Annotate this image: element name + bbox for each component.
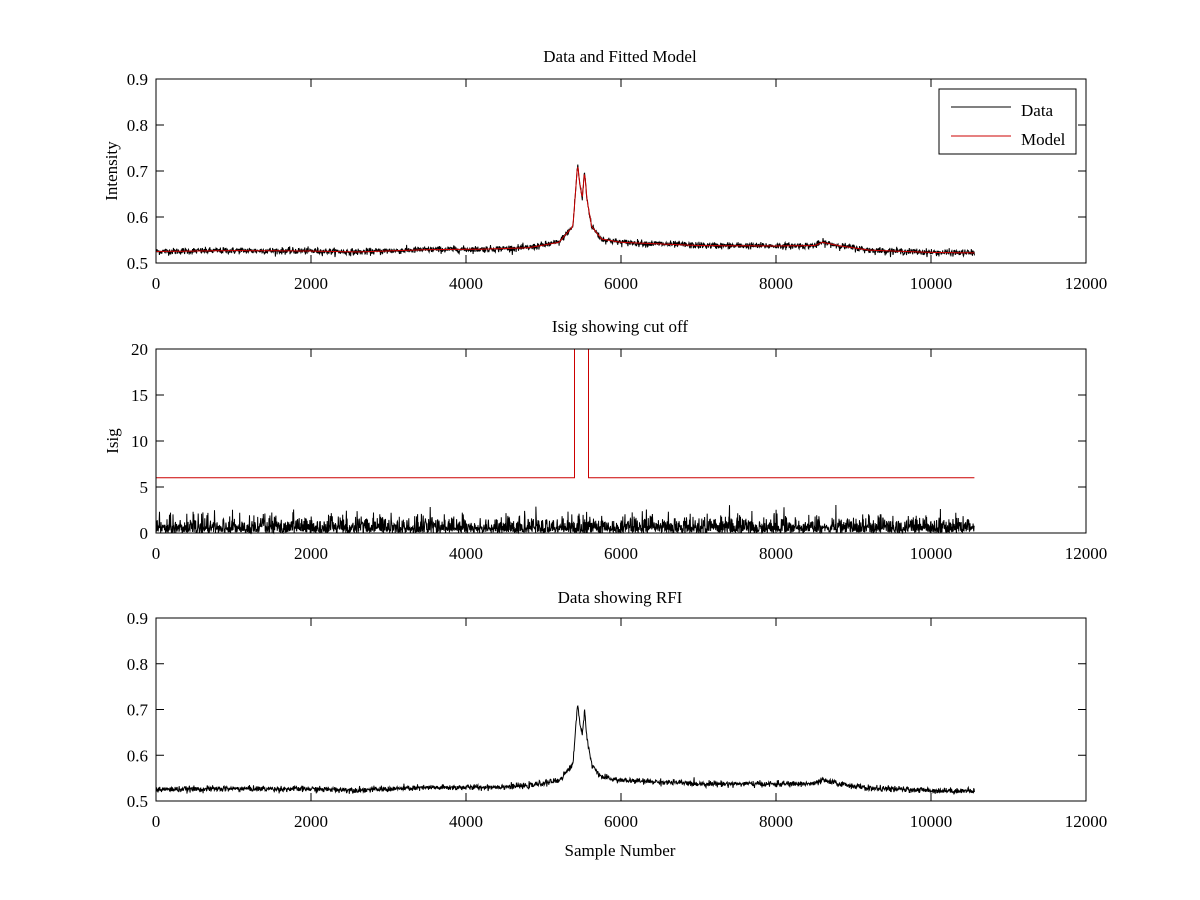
y-tick-label: 10 [131, 432, 148, 451]
legend-box [938, 88, 1077, 155]
y-tick-label: 5 [140, 478, 149, 497]
x-tick-label: 6000 [604, 812, 638, 831]
y-tick-label: 0.7 [127, 701, 149, 720]
y-tick-label: 0.5 [127, 792, 148, 811]
x-tick-label: 6000 [604, 544, 638, 563]
y-tick-label: 0.9 [127, 70, 148, 89]
x-tick-label: 8000 [759, 812, 793, 831]
panel-2-ylabel: Isig [103, 428, 122, 454]
y-tick-label: 0.5 [127, 254, 148, 273]
legend-model-label: Model [1021, 130, 1066, 149]
x-tick-label: 8000 [759, 274, 793, 293]
panel-3: Data showing RFI 0 2000 4000 6000 8000 10000 1… [127, 588, 1108, 860]
panel-3-title: Data showing RFI [558, 588, 683, 607]
x-tick-label: 0 [152, 274, 161, 293]
x-tick-label: 10000 [910, 812, 953, 831]
panel-1-series-model-line [156, 166, 975, 254]
x-tick-label: 4000 [449, 274, 483, 293]
panel-3-series-data-line [155, 704, 975, 795]
x-tick-label: 4000 [449, 544, 483, 563]
legend-data-label: Data [1021, 101, 1054, 120]
panel-1-title: Data and Fitted Model [543, 47, 697, 66]
y-tick-label: 0.8 [127, 655, 148, 674]
y-tick-label: 0.6 [127, 746, 148, 765]
x-tick-label: 0 [152, 544, 161, 563]
panel-3-ticks: 0 2000 4000 6000 8000 10000 12000 0.5 0.6 0.7 0.8 0… [127, 609, 1108, 831]
x-tick-label: 10000 [910, 544, 953, 563]
y-tick-label: 15 [131, 386, 148, 405]
x-tick-label: 12000 [1065, 812, 1108, 831]
x-tick-label: 4000 [449, 812, 483, 831]
x-tick-label: 2000 [294, 812, 328, 831]
panel-2-title: Isig showing cut off [552, 317, 688, 336]
x-tick-label: 8000 [759, 544, 793, 563]
y-tick-label: 0 [140, 524, 149, 543]
x-tick-label: 2000 [294, 544, 328, 563]
x-tick-label: 2000 [294, 274, 328, 293]
y-tick-label: 0.7 [127, 162, 149, 181]
panel-2: Isig showing cut off Isig 0 2000 4000 6000 8… [103, 317, 1107, 563]
y-tick-label: 0.9 [127, 609, 148, 628]
x-tick-label: 0 [152, 812, 161, 831]
panel-2-series-isig-line [155, 504, 975, 535]
y-tick-label: 20 [131, 340, 148, 359]
panel-3-series [155, 704, 975, 795]
panel-1-series [155, 164, 975, 258]
x-tick-label: 10000 [910, 274, 953, 293]
panel-1-legend: Data Model [938, 88, 1077, 155]
panel-2-ticks: 0 2000 4000 6000 8000 10000 12000 0 5 10 15 20 [131, 340, 1107, 563]
y-tick-label: 0.8 [127, 116, 148, 135]
panel-3-xlabel: Sample Number [565, 841, 676, 860]
x-tick-label: 12000 [1065, 544, 1108, 563]
panel-1: Data and Fitted Model Intensity 0 2000 400… [102, 47, 1107, 293]
x-tick-label: 6000 [604, 274, 638, 293]
panel-1-ylabel: Intensity [102, 141, 121, 201]
x-tick-label: 12000 [1065, 274, 1108, 293]
panel-1-ticks: 0 2000 4000 6000 8000 10000 12000 0.5 0.6 0.7 0.8 0… [127, 70, 1108, 293]
y-tick-label: 0.6 [127, 208, 148, 227]
